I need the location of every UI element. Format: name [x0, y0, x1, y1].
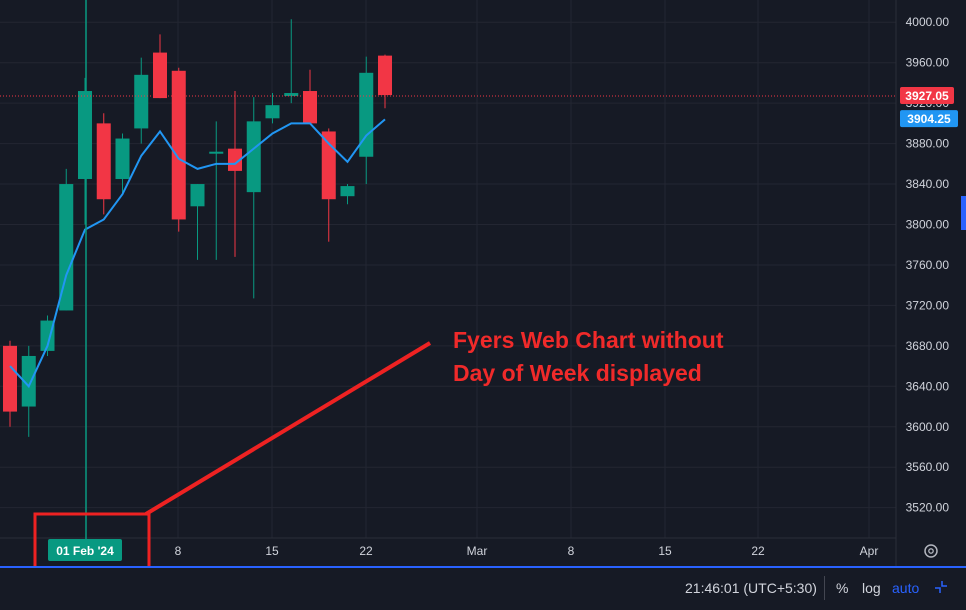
last-price-label: 3927.05	[905, 89, 949, 103]
log-scale-toggle[interactable]: log	[862, 580, 881, 596]
candle	[378, 54, 392, 109]
candle	[340, 184, 355, 205]
candle	[359, 56, 374, 185]
candle	[321, 128, 336, 242]
candle-body	[265, 105, 280, 119]
percent-scale-toggle[interactable]: %	[836, 580, 849, 596]
candle	[3, 340, 17, 427]
candle	[96, 113, 111, 215]
panel-edge-handle[interactable]	[961, 196, 966, 230]
candle-body	[96, 123, 111, 200]
candle	[303, 69, 317, 124]
last-price-badge	[900, 87, 954, 105]
candle	[284, 19, 299, 104]
time-tick-label: 8	[568, 544, 575, 558]
settings-gear-icon[interactable]	[924, 544, 938, 558]
price-tick-label: 3800.00	[906, 218, 950, 232]
ma-value-label: 3904.25	[907, 112, 951, 126]
price-tick-label: 3760.00	[906, 258, 950, 272]
candle	[78, 77, 92, 225]
candle	[115, 133, 130, 195]
candle	[209, 121, 224, 260]
candle-body	[284, 93, 299, 97]
price-axis: 3520.00 3560.00 3600.00 3640.00 3680.00 3720.…	[906, 15, 950, 514]
time-tick-label: 8	[175, 544, 182, 558]
candle-body	[228, 148, 242, 171]
time-tick-label: 22	[359, 544, 373, 558]
candle	[265, 93, 280, 124]
candle	[40, 315, 55, 356]
candle-body	[40, 320, 55, 351]
price-tick-label: 4000.00	[906, 15, 950, 29]
time-axis: 8 15 22 Mar 8 15 22 Apr	[175, 544, 879, 558]
candle	[59, 168, 74, 311]
price-tick-label: 3520.00	[906, 501, 950, 515]
candle	[246, 97, 261, 299]
time-tick-label: 22	[751, 544, 765, 558]
candle-body	[134, 74, 149, 129]
candle	[134, 57, 149, 144]
candle-body	[3, 345, 17, 412]
time-tick-label: 15	[658, 544, 672, 558]
candle-body	[303, 91, 317, 124]
candle-body	[59, 184, 74, 311]
annotation-text-line-2: Day of Week displayed	[453, 360, 702, 386]
candle-body	[246, 121, 261, 193]
price-tick-label: 3600.00	[906, 420, 950, 434]
price-tick-label: 3720.00	[906, 298, 950, 312]
time-tick-label: 15	[265, 544, 279, 558]
price-tick-label: 3640.00	[906, 379, 950, 393]
toolbar-separator	[824, 576, 825, 600]
candle-body	[190, 184, 205, 207]
annotation-text-line-1: Fyers Web Chart without	[453, 327, 724, 353]
price-tick-label: 3880.00	[906, 137, 950, 151]
candle-body	[359, 72, 374, 157]
candle	[190, 184, 205, 260]
candle-body	[78, 91, 92, 179]
time-tick-label: Apr	[860, 544, 879, 558]
timezone-clock[interactable]: 21:46:01 (UTC+5:30)	[685, 580, 817, 596]
crosshair-date-label: 01 Feb '24	[56, 544, 114, 558]
candle-body	[378, 55, 392, 96]
fit-scale-icon[interactable]	[934, 580, 948, 597]
price-tick-label: 3840.00	[906, 177, 950, 191]
candle	[228, 91, 242, 257]
bottom-toolbar: 21:46:01 (UTC+5:30) % log auto	[0, 566, 966, 610]
candle	[153, 34, 167, 99]
candle	[171, 67, 186, 232]
price-tick-label: 3560.00	[906, 460, 950, 474]
time-tick-label: Mar	[467, 544, 488, 558]
candle-body	[153, 52, 167, 99]
grid-lines	[0, 0, 896, 538]
candlestick-series	[3, 19, 392, 437]
candle-body	[21, 355, 36, 407]
price-tick-label: 3960.00	[906, 56, 950, 70]
candle-body	[171, 70, 186, 220]
candle-body	[115, 138, 130, 179]
candle-body	[321, 131, 336, 200]
candle-body	[340, 186, 355, 197]
candle-body	[209, 151, 224, 154]
crosshair-date-badge	[48, 539, 122, 561]
price-tick-label: 3680.00	[906, 339, 950, 353]
annotation-arrow-line	[144, 341, 432, 516]
candle	[21, 345, 36, 437]
ma-value-badge	[900, 110, 958, 128]
auto-scale-toggle[interactable]: auto	[892, 580, 920, 596]
moving-average-line	[9, 118, 386, 389]
